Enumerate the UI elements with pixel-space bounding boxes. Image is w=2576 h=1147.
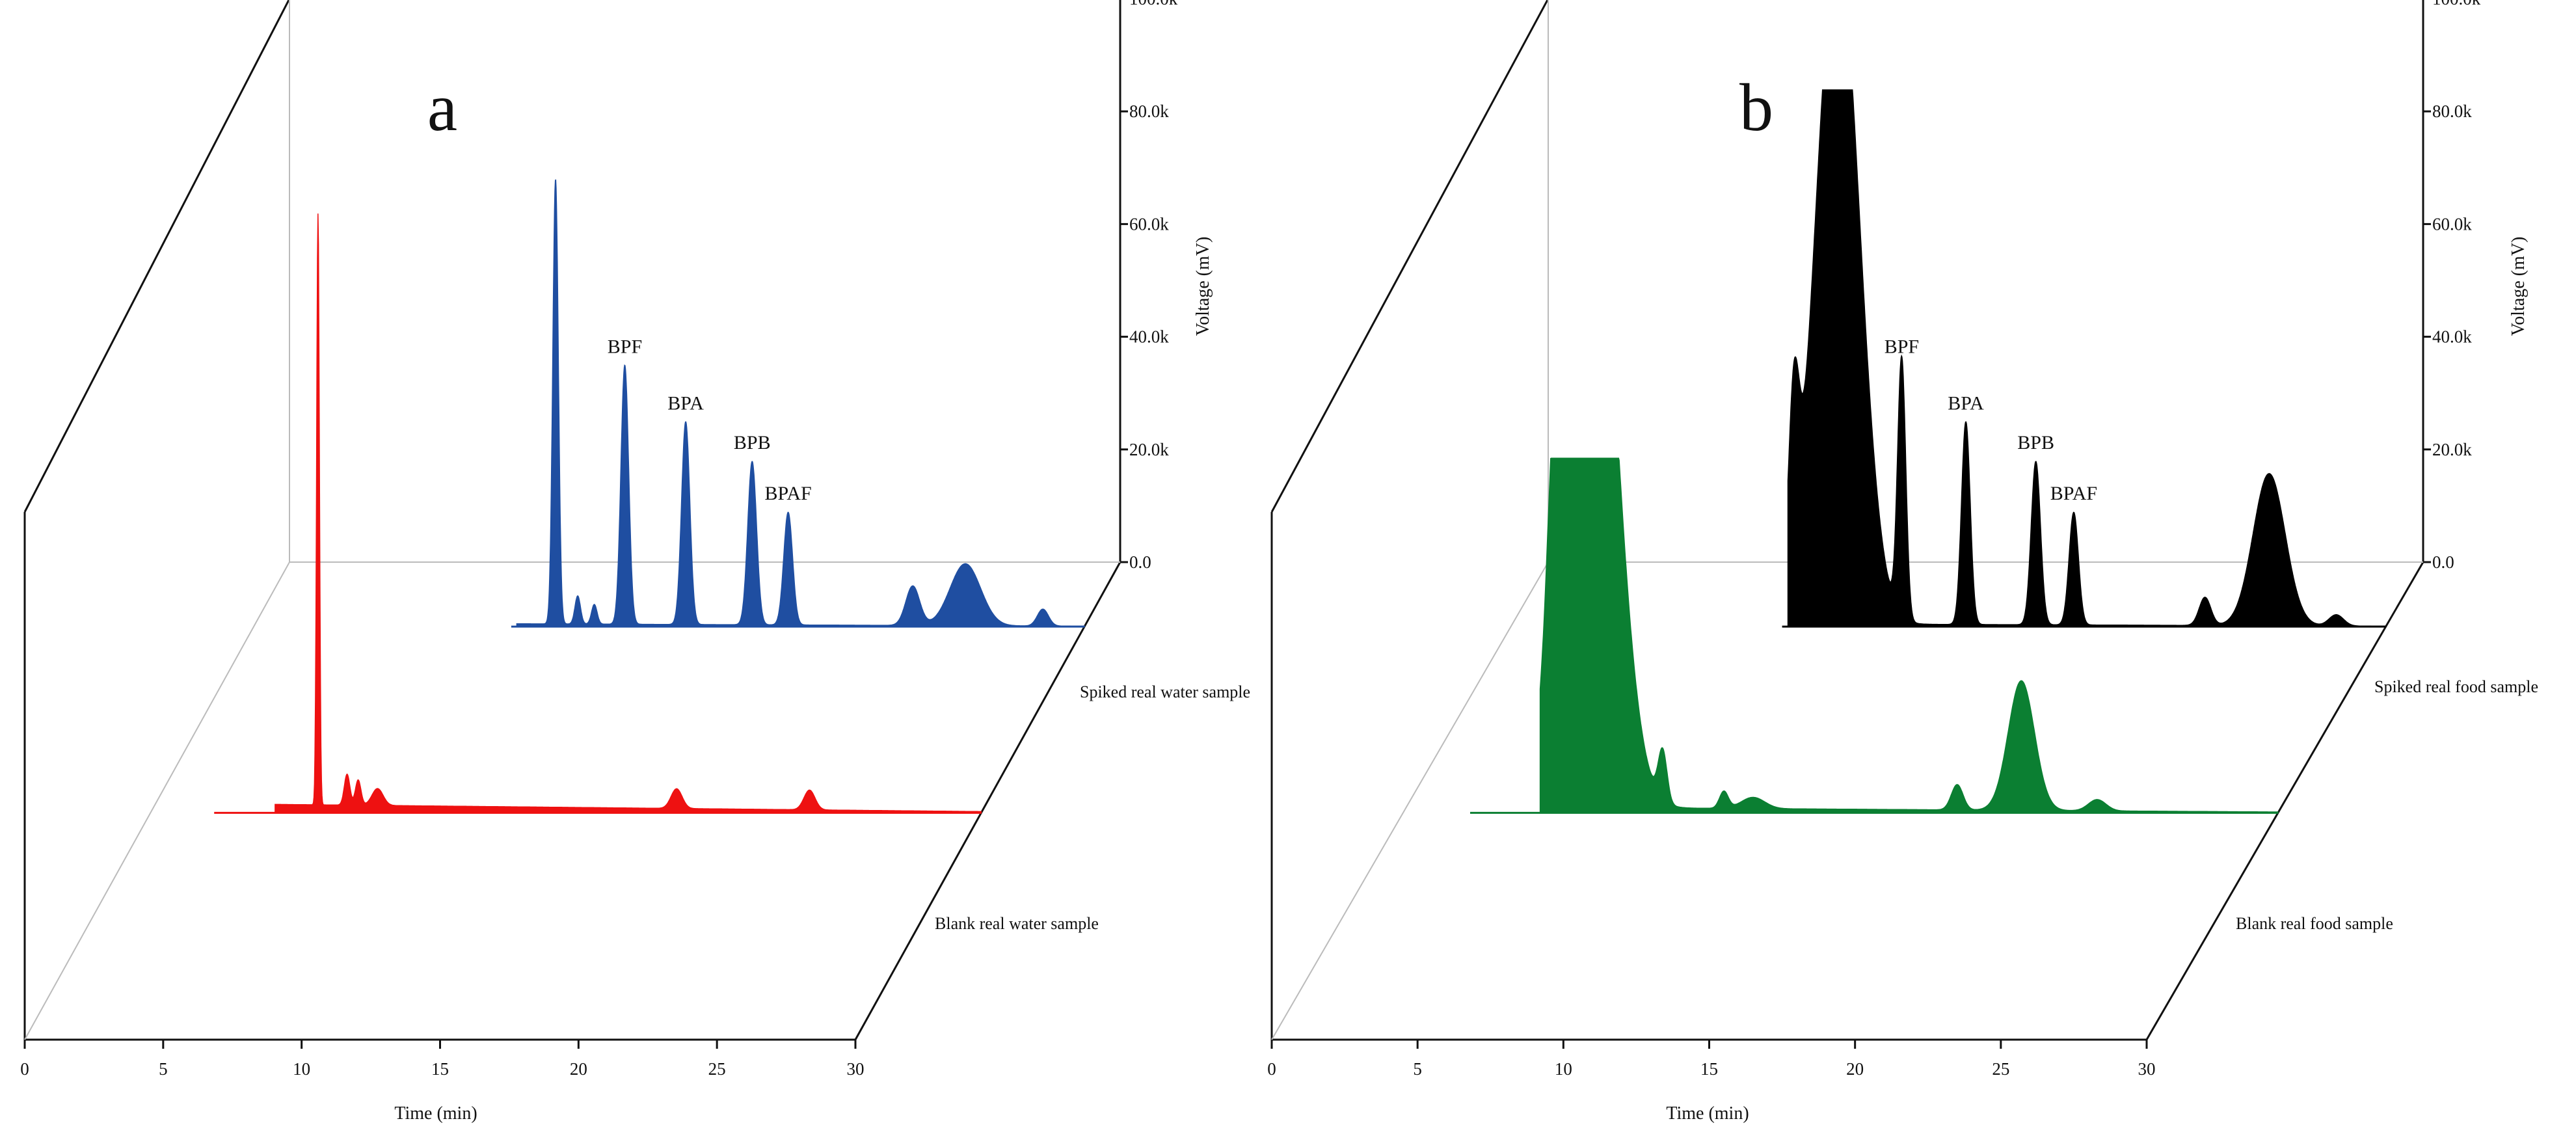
y-tick-label: 100.0k xyxy=(2432,0,2481,8)
x-tick-label: 15 xyxy=(431,1059,449,1079)
y-tick-label: 40.0k xyxy=(1129,327,1169,347)
y-tick-label: 80.0k xyxy=(2432,101,2472,121)
right-floor-edge xyxy=(2145,561,2424,1040)
y-tick-label: 20.0k xyxy=(2432,440,2472,459)
panel-b-ylabel: Voltage (mV) xyxy=(2508,237,2529,336)
panel-b-series-label-spiked: Spiked real food sample xyxy=(2374,677,2538,696)
y-tick-label: 0.0 xyxy=(1129,552,1151,572)
peak-label-bpf: BPF xyxy=(608,336,642,358)
panel-a-series-group xyxy=(214,179,1085,814)
y-tick-label: 60.0k xyxy=(2432,214,2472,234)
right-floor-edge xyxy=(854,561,1121,1040)
panel-b-xlabel: Time (min) xyxy=(1666,1103,1749,1124)
panel-a-series-label-blank: Blank real water sample xyxy=(935,914,1099,933)
peak-label-bpaf: BPAF xyxy=(2050,483,2097,504)
panel-a-letter: a xyxy=(427,70,457,145)
y-tick-label: 40.0k xyxy=(2432,327,2472,347)
panel-a-peak-labels: BPF BPA BPB BPAF xyxy=(608,336,812,504)
x-tick-label: 5 xyxy=(1413,1059,1422,1079)
x-tick-label: 10 xyxy=(293,1059,310,1079)
x-tick-label: 10 xyxy=(1555,1059,1572,1079)
panel-b-peak-labels: BPF BPA BPB BPAF xyxy=(1885,336,2097,504)
peak-label-bpb: BPB xyxy=(2017,432,2054,453)
panel-a-x-axis: 0 5 10 15 20 25 30 xyxy=(20,1040,865,1079)
left-floor-gridline xyxy=(1271,561,1549,1040)
panel-a: 0.0 20.0k 40.0k 60.0k 80.0k 100.0k 0 5 10 15 20 25… xyxy=(20,0,1250,1124)
top-left-edge xyxy=(1270,0,1549,513)
series-area-blank-real-food-sample xyxy=(1539,457,2279,814)
x-tick-label: 20 xyxy=(1846,1059,1864,1079)
panel-b-series-group xyxy=(1469,89,2387,814)
panel-a-series-label-spiked: Spiked real water sample xyxy=(1080,682,1250,701)
y-tick-label: 20.0k xyxy=(1129,440,1169,459)
y-tick-label: 60.0k xyxy=(1129,214,1169,234)
x-tick-label: 30 xyxy=(847,1059,865,1079)
x-tick-label: 15 xyxy=(1700,1059,1718,1079)
y-tick-label: 100.0k xyxy=(1129,0,1178,8)
panel-b-y-axis: 0.0 20.0k 40.0k 60.0k 80.0k 100.0k xyxy=(2423,0,2481,572)
series-area-spiked-real-water-sample xyxy=(516,179,1085,627)
panel-a-ylabel: Voltage (mV) xyxy=(1193,237,1213,336)
x-tick-label: 0 xyxy=(20,1059,29,1079)
peak-label-bpf: BPF xyxy=(1885,336,1919,358)
panel-b-x-axis: 0 5 10 15 20 25 30 xyxy=(1267,1040,2156,1079)
panel-a-box-frame xyxy=(23,0,1121,1041)
x-tick-label: 5 xyxy=(159,1059,168,1079)
panel-b: 0.0 20.0k 40.0k 60.0k 80.0k 100.0k 0 5 10 15 20 25… xyxy=(1267,0,2538,1124)
panel-a-y-axis: 0.0 20.0k 40.0k 60.0k 80.0k 100.0k xyxy=(1120,0,1178,572)
x-tick-label: 30 xyxy=(2138,1059,2156,1079)
y-tick-label: 80.0k xyxy=(1129,101,1169,121)
peak-label-bpa: BPA xyxy=(1948,392,1984,414)
peak-label-bpb: BPB xyxy=(734,432,771,453)
panel-b-letter: b xyxy=(1739,70,1773,145)
series-area-blank-real-water-sample xyxy=(275,213,982,814)
top-left-edge xyxy=(23,0,290,513)
panel-a-xlabel: Time (min) xyxy=(394,1103,477,1124)
peak-label-bpaf: BPAF xyxy=(764,483,811,504)
x-tick-label: 0 xyxy=(1267,1059,1276,1079)
x-tick-label: 25 xyxy=(708,1059,726,1079)
x-tick-label: 25 xyxy=(1992,1059,2009,1079)
series-area-spiked-real-food-sample xyxy=(1787,89,2387,627)
peak-label-bpa: BPA xyxy=(667,392,704,414)
x-tick-label: 20 xyxy=(570,1059,587,1079)
y-tick-label: 0.0 xyxy=(2432,552,2454,572)
panel-b-series-label-blank: Blank real food sample xyxy=(2236,914,2393,933)
left-floor-gridline xyxy=(24,561,290,1040)
